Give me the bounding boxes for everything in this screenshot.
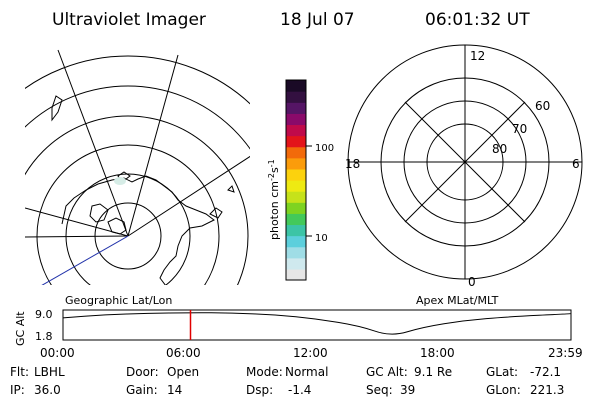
mlt-label-0: 0 (468, 275, 476, 289)
continent-outline (51, 95, 235, 285)
mlat-label-60: 60 (535, 99, 550, 113)
colorbar: 100 10 photon cm-2s-1 (267, 79, 334, 281)
status-ip-label: IP: (10, 383, 25, 397)
status-area: Flt: LBHL Door: Open Mode: Normal GC Alt… (10, 365, 564, 397)
left-map-caption: Geographic Lat/Lon (65, 294, 172, 307)
mlt-label-18: 18 (345, 157, 360, 171)
colorbar-swatch (286, 180, 306, 192)
chart-x-tick-1200: 12:00 (293, 346, 328, 360)
status-flt-label: Flt: (10, 365, 29, 379)
status-mode-label: Mode: (246, 365, 283, 379)
meridian-5 (25, 235, 129, 238)
mlt-label-6: 6 (572, 157, 580, 171)
chart-x-tick-2359: 23:59 (548, 346, 583, 360)
geographic-map (25, 49, 250, 285)
right-map-caption: Apex MLat/MLT (416, 294, 499, 307)
mlt-label-12: 12 (470, 49, 485, 63)
colorbar-swatch (286, 102, 306, 114)
colorbar-label-10: 10 (315, 233, 328, 244)
lat-circle-6 (25, 55, 250, 105)
meridian-2 (127, 54, 179, 237)
colorbar-label-100: 100 (315, 143, 334, 154)
status-mode-value: Normal (285, 365, 328, 379)
instrument-title: Ultraviolet Imager (52, 10, 206, 30)
status-seq-value: 39 (400, 383, 415, 397)
status-gain-label: Gain: (126, 383, 158, 397)
colorbar-swatch (286, 157, 306, 170)
colorbar-swatch (286, 124, 306, 137)
chart-x-tick-0000: 00:00 (40, 346, 75, 360)
magnetic-polar-plot (347, 44, 583, 280)
chart-y-tick-1-8: 1.8 (35, 330, 53, 343)
lat-circle-2 (65, 173, 191, 285)
colorbar-swatch (286, 257, 306, 270)
meridian-3 (127, 155, 250, 237)
status-door-value: Open (167, 365, 199, 379)
meridian-highlight (41, 235, 129, 285)
colorbar-swatch (286, 235, 306, 248)
status-gcalt-label: GC Alt: (366, 365, 408, 379)
status-dsp-label: Dsp: (246, 383, 273, 397)
colorbar-unit-label: photon cm-2s-1 (267, 159, 281, 240)
meridian-1 (57, 49, 129, 237)
chart-frame (62, 309, 572, 341)
status-gcalt-value: 9.1 Re (414, 365, 452, 379)
status-gain-value: 14 (167, 383, 182, 397)
chart-y-tick-9: 9.0 (35, 308, 53, 321)
colorbar-swatch (286, 168, 306, 181)
time-label: 06:01:32 UT (425, 10, 530, 30)
colorbar-swatches (286, 80, 306, 281)
date-label: 18 Jul 07 (280, 10, 355, 30)
chart-y-title: GC Alt (14, 311, 27, 346)
chart-marks (62, 310, 571, 340)
status-glat-value: -72.1 (530, 365, 561, 379)
lat-circle-3 (36, 144, 220, 285)
colorbar-swatch (286, 113, 306, 126)
colorbar-swatch (286, 191, 306, 203)
gc-alt-series-line (62, 312, 571, 335)
mlat-label-70: 70 (512, 122, 527, 136)
chart-x-tick-1800: 18:00 (420, 346, 455, 360)
colorbar-swatch (286, 80, 306, 92)
status-ip-value: 36.0 (34, 383, 61, 397)
mlat-label-80: 80 (492, 142, 507, 156)
colorbar-swatch (286, 202, 306, 214)
colorbar-swatch (286, 268, 306, 281)
status-flt-value: LBHL (34, 365, 65, 379)
lat-circle-5 (25, 85, 250, 150)
colorbar-swatch (286, 135, 306, 148)
lat-circle-4 (25, 115, 249, 285)
chart-x-tick-0600: 06:00 (166, 346, 201, 360)
status-dsp-value: -1.4 (288, 383, 311, 397)
aurora-glow (114, 177, 126, 185)
status-glat-label: GLat: (486, 365, 518, 379)
colorbar-swatch (286, 224, 306, 237)
colorbar-frame (285, 79, 307, 281)
colorbar-swatch (286, 246, 306, 259)
colorbar-swatch (286, 146, 306, 159)
status-seq-label: Seq: (366, 383, 393, 397)
meridian-4 (25, 207, 129, 237)
colorbar-swatch (286, 213, 306, 226)
status-door-label: Door: (126, 365, 159, 379)
header: Ultraviolet Imager 18 Jul 07 06:01:32 UT (52, 10, 530, 30)
mlt-diag-2 (404, 101, 526, 223)
status-glon-value: 221.3 (530, 383, 564, 397)
status-glon-label: GLon: (486, 383, 521, 397)
colorbar-swatch (286, 91, 306, 103)
gc-alt-chart: GC Alt 9.0 1.8 00:00 06:00 12:00 18:00 2… (14, 308, 583, 360)
polar-labels: 12 6 0 18 60 70 80 (345, 49, 580, 289)
